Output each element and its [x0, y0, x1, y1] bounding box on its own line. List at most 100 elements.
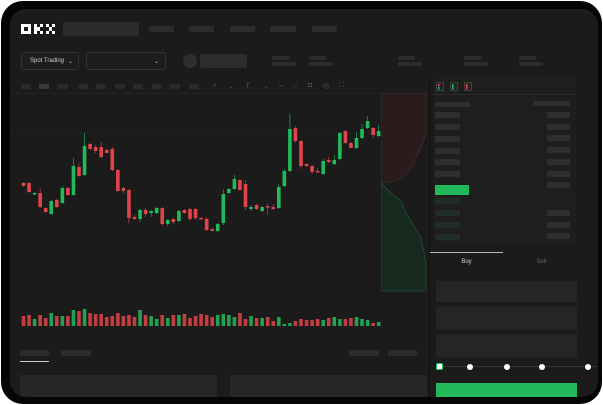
candle	[238, 179, 242, 191]
volume-bar	[32, 319, 37, 326]
candle	[282, 169, 287, 187]
slider-stop-100[interactable]	[585, 364, 591, 370]
settings-icon[interactable]: ◎	[323, 83, 330, 90]
bid-price[interactable]	[435, 234, 460, 240]
chevron-down-icon[interactable]: ⌄	[263, 83, 269, 90]
interval-button[interactable]	[21, 84, 31, 89]
volume-bar	[154, 319, 159, 326]
volume-bar	[204, 315, 209, 326]
interval-button[interactable]	[189, 84, 199, 89]
market-type-dropdown[interactable]: Spot Trading ⌄	[21, 52, 79, 70]
candle-body	[143, 210, 148, 214]
slider-track[interactable]	[440, 366, 598, 367]
volume-bar	[121, 316, 126, 326]
candle-type-icon[interactable]: ⩘	[212, 82, 216, 89]
amount-input[interactable]	[436, 307, 577, 330]
ask-amount	[547, 135, 570, 141]
bid-price[interactable]	[435, 198, 460, 204]
bid-price[interactable]	[435, 210, 460, 216]
tab-open-orders[interactable]	[20, 350, 49, 356]
nav-item[interactable]	[312, 26, 337, 32]
volume-bar	[199, 314, 203, 326]
candlestick-chart[interactable]	[10, 9, 430, 339]
volume-bar	[60, 316, 65, 326]
interval-button[interactable]	[115, 84, 125, 89]
nav-item[interactable]	[149, 26, 174, 32]
nav-item[interactable]	[230, 26, 255, 32]
ask-price[interactable]	[435, 136, 460, 142]
buy-submit-button[interactable]	[436, 383, 577, 397]
interval-button[interactable]	[152, 84, 162, 89]
ask-price[interactable]	[435, 171, 460, 177]
slider-stop-25[interactable]	[467, 364, 473, 370]
nav-item[interactable]	[189, 26, 214, 32]
volume-bar	[321, 320, 325, 326]
pair-dropdown[interactable]: ⌄	[86, 52, 166, 70]
total-input[interactable]	[436, 334, 577, 357]
slider-stop-50[interactable]	[504, 364, 510, 370]
slider-stop-75[interactable]	[539, 364, 545, 370]
candle	[149, 210, 153, 217]
orderbook-both-icon[interactable]	[436, 82, 444, 91]
volume-bar	[132, 317, 137, 326]
last-price[interactable]	[435, 185, 469, 195]
volume-bar	[55, 316, 59, 326]
interval-button[interactable]	[170, 84, 180, 89]
ask-price[interactable]	[435, 112, 460, 118]
orderbook-buy-icon[interactable]	[450, 82, 458, 91]
interval-button[interactable]	[58, 84, 68, 89]
ruler-icon[interactable]: ⟋	[293, 82, 298, 89]
candle-body	[127, 190, 131, 218]
tab-buy[interactable]: Buy	[461, 259, 472, 265]
depth-chart	[381, 93, 427, 292]
stat-label	[464, 56, 481, 60]
ask-price[interactable]	[435, 124, 460, 130]
stat-label	[272, 56, 289, 60]
interval-button[interactable]	[78, 84, 88, 89]
stat-value	[519, 62, 543, 66]
tab-underline	[20, 361, 49, 362]
nav-item[interactable]	[270, 26, 296, 32]
okx-logo[interactable]	[21, 23, 59, 35]
fullscreen-icon[interactable]: ⛶	[339, 82, 344, 89]
candle	[265, 204, 270, 215]
indicator-icon[interactable]: ƒ	[246, 82, 250, 89]
search-bar[interactable]	[63, 22, 139, 36]
candle-body	[271, 207, 276, 209]
filter-button[interactable]	[349, 350, 379, 356]
camera-icon[interactable]: ◘	[308, 82, 313, 89]
stat-value	[309, 62, 333, 66]
candle-body	[110, 149, 115, 170]
orderbook-sell-icon[interactable]	[464, 82, 472, 91]
interval-button[interactable]	[133, 84, 143, 89]
volume-bar	[210, 317, 214, 326]
candle-body	[304, 164, 309, 166]
panel-divider	[429, 79, 430, 397]
tab-order-history[interactable]	[61, 350, 91, 356]
price-input[interactable]	[436, 281, 577, 302]
slider-handle[interactable]	[436, 363, 443, 370]
interval-button[interactable]	[96, 84, 106, 89]
candle-body	[204, 219, 209, 230]
stat-label	[519, 56, 536, 60]
volume-bar	[271, 321, 276, 326]
chevron-down-icon: ⌄	[67, 59, 73, 65]
volume-bar	[360, 319, 364, 326]
volume-bar	[304, 320, 309, 326]
bid-price[interactable]	[435, 222, 460, 228]
filter-button[interactable]	[388, 350, 417, 356]
volume-bar	[149, 316, 153, 326]
tab-sell[interactable]: Sell	[536, 259, 547, 265]
orderbook-view-toggle[interactable]	[436, 82, 476, 92]
line-icon[interactable]: ∼	[278, 83, 284, 90]
ask-price[interactable]	[435, 148, 460, 154]
candle	[171, 218, 176, 224]
candle	[260, 206, 264, 212]
chevron-down-icon[interactable]: ⌄	[228, 83, 234, 90]
ask-price[interactable]	[435, 159, 460, 165]
candle	[21, 182, 26, 187]
candle	[371, 127, 375, 138]
interval-button-active[interactable]	[39, 84, 49, 89]
volume-bar	[177, 315, 181, 326]
stat-label	[398, 56, 415, 60]
